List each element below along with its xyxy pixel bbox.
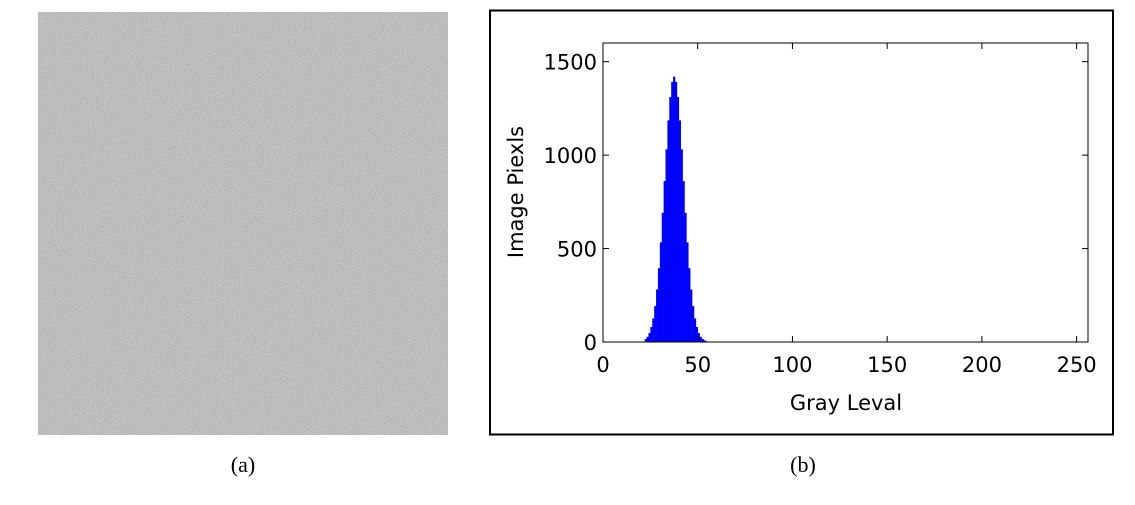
histogram-bar bbox=[659, 242, 663, 342]
histogram-bar bbox=[646, 336, 649, 342]
y-axis-label: Image Piexls bbox=[504, 126, 528, 258]
histogram-bar bbox=[674, 81, 678, 343]
histogram-bar bbox=[701, 339, 704, 342]
y-tick-label: 500 bbox=[557, 238, 597, 262]
plot-area bbox=[602, 42, 1089, 343]
histogram-bar bbox=[671, 81, 674, 343]
histogram-bar bbox=[656, 289, 659, 342]
histogram-bar bbox=[690, 289, 693, 342]
histogram-bar bbox=[673, 76, 676, 342]
x-tick-label: 50 bbox=[684, 353, 711, 377]
histogram-bar bbox=[667, 120, 670, 343]
histogram-bar bbox=[661, 212, 664, 342]
histogram-bar bbox=[695, 327, 699, 342]
histogram-bar bbox=[699, 336, 702, 342]
histogram-bar bbox=[678, 120, 681, 343]
y-tick-label: 1500 bbox=[544, 51, 597, 75]
histogram-bar bbox=[676, 97, 680, 343]
histogram-bar bbox=[654, 306, 657, 342]
histogram-bar bbox=[644, 339, 647, 342]
histogram-bar bbox=[697, 333, 700, 342]
histogram-bar bbox=[657, 268, 661, 342]
histogram-bar bbox=[669, 97, 672, 343]
histogram-bar bbox=[682, 181, 685, 342]
histogram-bar bbox=[693, 318, 697, 342]
histogram-bar bbox=[652, 318, 655, 342]
y-tick-label: 1000 bbox=[544, 144, 597, 168]
histogram-bar bbox=[684, 212, 687, 342]
x-tick-label: 0 bbox=[596, 353, 609, 377]
histogram-bar bbox=[650, 327, 653, 342]
histogram-bar bbox=[688, 268, 691, 342]
caption: (a) bbox=[231, 452, 255, 477]
x-axis-label: Gray Leval bbox=[790, 391, 902, 415]
histogram-bar bbox=[663, 181, 666, 342]
caption: (b) bbox=[790, 452, 816, 477]
y-tick-label: 0 bbox=[584, 331, 597, 355]
histogram-bar bbox=[686, 242, 689, 342]
x-tick-label: 200 bbox=[962, 353, 1002, 377]
chart-frame bbox=[489, 9, 1114, 436]
histogram-bar bbox=[680, 149, 683, 342]
histogram-bar bbox=[648, 333, 651, 342]
histogram-bar bbox=[703, 340, 706, 342]
x-tick-label: 250 bbox=[1057, 353, 1097, 377]
x-tick-label: 150 bbox=[867, 353, 907, 377]
histogram-bar bbox=[692, 306, 695, 342]
noise-image bbox=[38, 12, 448, 435]
x-tick-label: 100 bbox=[772, 353, 812, 377]
histogram-bar bbox=[665, 149, 668, 342]
